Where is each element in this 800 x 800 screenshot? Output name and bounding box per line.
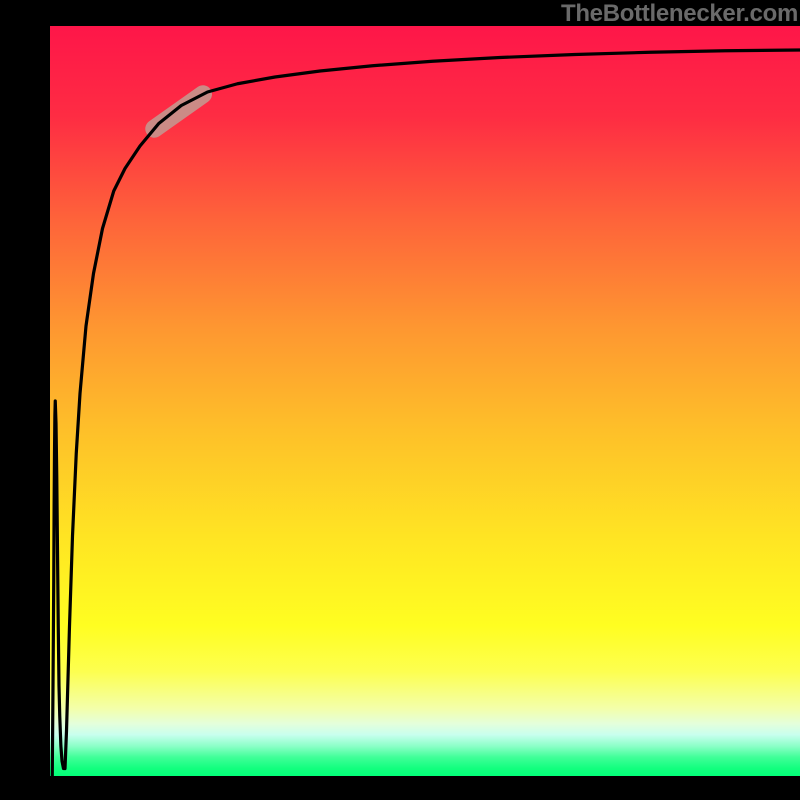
plot-area — [50, 26, 800, 776]
watermark-text: TheBottlenecker.com — [561, 0, 798, 28]
bottleneck-curve — [52, 50, 800, 776]
curve-layer — [50, 26, 800, 776]
chart-frame: TheBottlenecker.com — [0, 0, 800, 800]
